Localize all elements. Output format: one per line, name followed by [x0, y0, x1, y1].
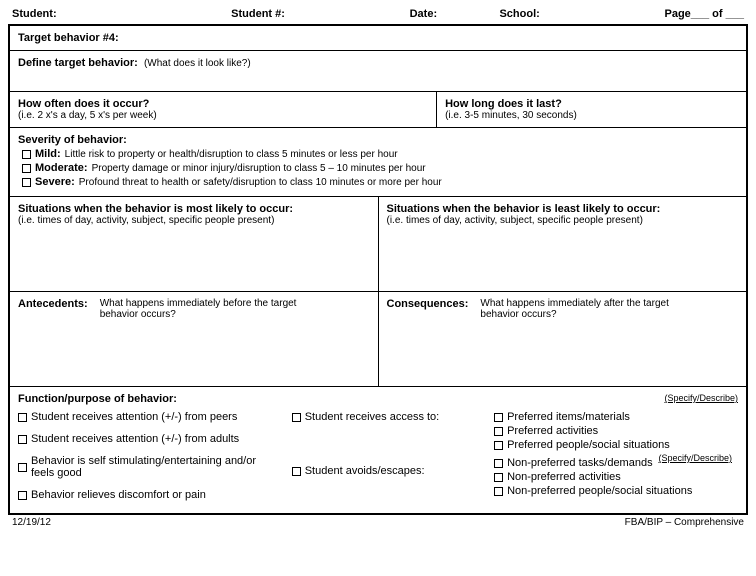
func-rt-c: Preferred people/social situations: [507, 439, 670, 451]
checkbox-icon[interactable]: [494, 427, 503, 436]
date-label: Date:: [410, 8, 438, 20]
least-likely-label: Situations when the behavior is least li…: [387, 203, 739, 215]
func-mid-b: Student avoids/escapes:: [305, 465, 425, 477]
student-no-label: Student #:: [231, 8, 285, 20]
checkbox-icon[interactable]: [18, 435, 27, 444]
checkbox-icon[interactable]: [494, 473, 503, 482]
func-rb-b: Non-preferred activities: [507, 471, 621, 483]
moderate-label: Moderate:: [35, 162, 88, 174]
antecedents-consequences-row: Antecedents: What happens immediately be…: [10, 292, 746, 387]
func-rb-c: Non-preferred people/social situations: [507, 485, 692, 497]
checkbox-icon[interactable]: [22, 164, 31, 173]
func-rt-a: Preferred items/materials: [507, 411, 630, 423]
define-row: Define target behavior: (What does it lo…: [10, 51, 746, 92]
severity-row: Severity of behavior: Mild: Little risk …: [10, 128, 746, 197]
function-label: Function/purpose of behavior:: [18, 393, 738, 405]
func-left-a: Student receives attention (+/-) from pe…: [31, 411, 237, 423]
how-long-hint: (i.e. 3-5 minutes, 30 seconds): [445, 110, 738, 121]
most-likely-label: Situations when the behavior is most lik…: [18, 203, 370, 215]
mild-desc: Little risk to property or health/disrup…: [65, 149, 398, 160]
school-label: School:: [499, 8, 539, 20]
document-header: Student: Student #: Date: School: Page__…: [8, 8, 748, 20]
specify-label: (Specify/Describe): [664, 393, 738, 403]
most-likely-hint: (i.e. times of day, activity, subject, s…: [18, 215, 370, 226]
severe-label: Severe:: [35, 176, 75, 188]
define-hint: (What does it look like?): [144, 58, 251, 69]
define-label: Define target behavior:: [18, 57, 138, 69]
least-likely-hint: (i.e. times of day, activity, subject, s…: [387, 215, 739, 226]
page-label: Page___ of ___: [664, 8, 744, 20]
checkbox-icon[interactable]: [292, 467, 301, 476]
func-left-d: Behavior relieves discomfort or pain: [31, 489, 206, 501]
footer: 12/19/12 FBA/BIP – Comprehensive: [8, 517, 748, 528]
severe-desc: Profound threat to health or safety/disr…: [79, 177, 442, 188]
func-left-b: Student receives attention (+/-) from ad…: [31, 433, 239, 445]
checkbox-icon[interactable]: [18, 413, 27, 422]
checkbox-icon[interactable]: [292, 413, 301, 422]
how-often-hint: (i.e. 2 x's a day, 5 x's per week): [18, 110, 428, 121]
form-container: Target behavior #4: Define target behavi…: [8, 24, 748, 515]
consequences-desc: What happens immediately after the targe…: [480, 298, 700, 380]
antecedents-label: Antecedents:: [18, 298, 88, 380]
severity-label: Severity of behavior:: [18, 134, 738, 146]
target-behavior-label: Target behavior #4:: [18, 32, 119, 44]
func-mid-a: Student receives access to:: [305, 411, 440, 423]
antecedents-desc: What happens immediately before the targ…: [100, 298, 320, 380]
specify-label: (Specify/Describe): [658, 453, 732, 463]
checkbox-icon[interactable]: [494, 413, 503, 422]
checkbox-icon[interactable]: [494, 441, 503, 450]
function-row: Function/purpose of behavior: Student re…: [10, 387, 746, 513]
func-rt-b: Preferred activities: [507, 425, 598, 437]
consequences-label: Consequences:: [387, 298, 469, 380]
checkbox-icon[interactable]: [22, 150, 31, 159]
situations-row: Situations when the behavior is most lik…: [10, 197, 746, 292]
moderate-desc: Property damage or minor injury/disrupti…: [92, 163, 426, 174]
func-rb-a: Non-preferred tasks/demands: [507, 457, 653, 469]
checkbox-icon[interactable]: [18, 463, 27, 472]
checkbox-icon[interactable]: [494, 487, 503, 496]
mild-label: Mild:: [35, 148, 61, 160]
checkbox-icon[interactable]: [18, 491, 27, 500]
func-left-c: Behavior is self stimulating/entertainin…: [31, 455, 280, 479]
checkbox-icon[interactable]: [494, 459, 503, 468]
checkbox-icon[interactable]: [22, 178, 31, 187]
how-often-label: How often does it occur?: [18, 98, 428, 110]
how-long-label: How long does it last?: [445, 98, 738, 110]
target-behavior-row: Target behavior #4:: [10, 26, 746, 51]
frequency-duration-row: How often does it occur? (i.e. 2 x's a d…: [10, 92, 746, 128]
footer-date: 12/19/12: [12, 517, 51, 528]
student-label: Student:: [12, 8, 57, 20]
footer-doc: FBA/BIP – Comprehensive: [625, 517, 744, 528]
